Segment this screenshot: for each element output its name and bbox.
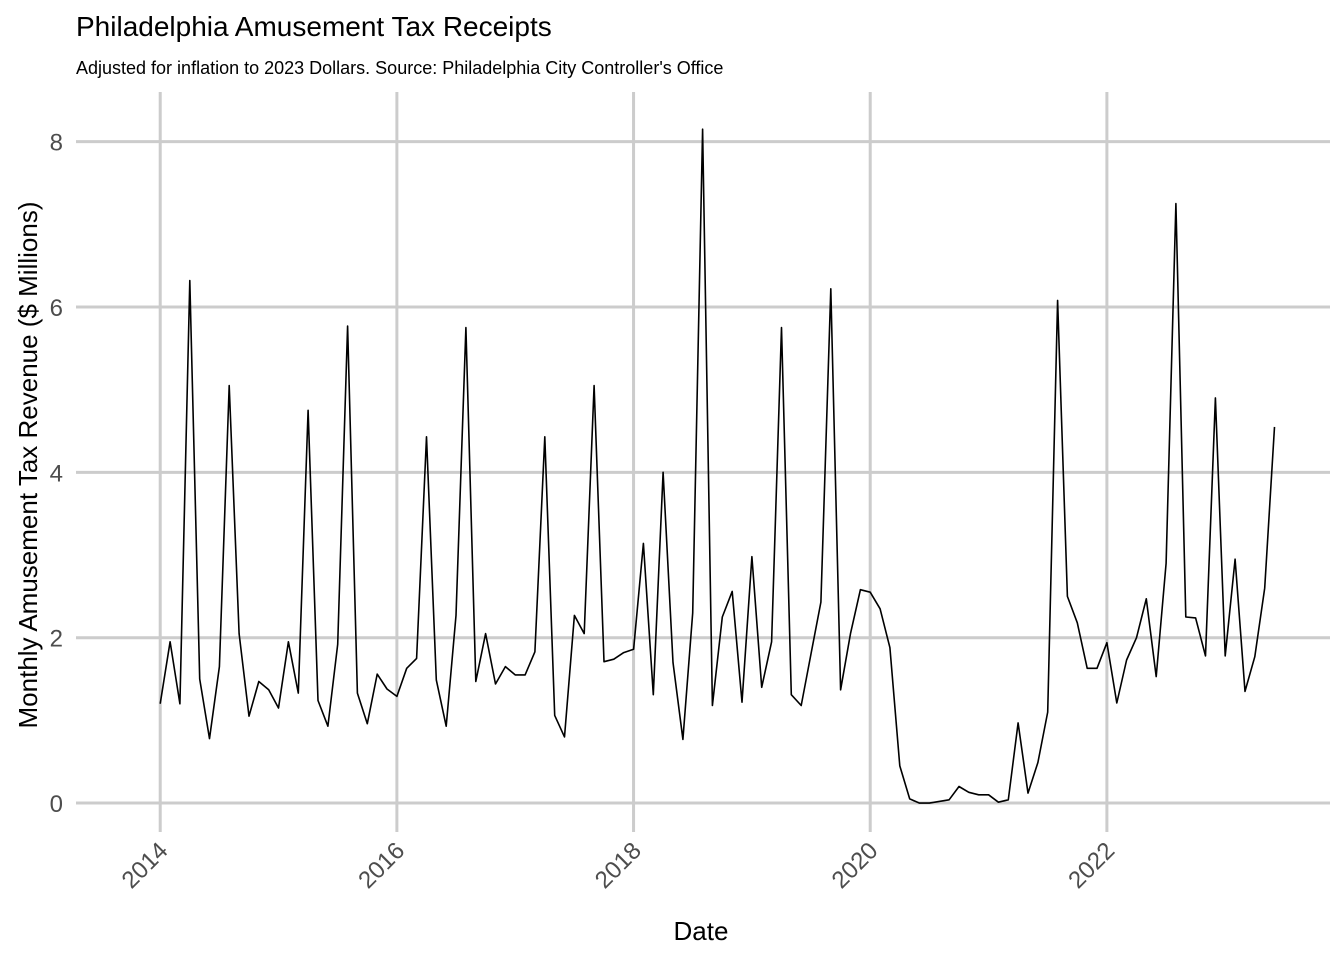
y-tick-label: 4 <box>50 460 63 487</box>
series-line <box>159 128 1276 804</box>
x-axis-title: Date <box>674 916 729 946</box>
y-tick-label: 2 <box>50 626 63 653</box>
x-tick-label: 2022 <box>1063 837 1120 894</box>
grid-lines <box>76 92 1330 832</box>
y-tick-label: 8 <box>50 130 63 157</box>
y-axis-title: Monthly Amusement Tax Revenue ($ Million… <box>13 202 43 729</box>
x-tick-label: 2018 <box>590 837 647 894</box>
y-tick-label: 0 <box>50 791 63 818</box>
x-tick-label: 2016 <box>353 837 410 894</box>
x-tick-label: 2014 <box>117 837 174 894</box>
x-tick-label: 2020 <box>827 837 884 894</box>
chart-subtitle: Adjusted for inflation to 2023 Dollars. … <box>76 58 724 78</box>
chart-title: Philadelphia Amusement Tax Receipts <box>76 11 552 42</box>
y-tick-label: 6 <box>50 295 63 322</box>
tick-labels: 0 2 4 6 8 2014 2016 2018 2020 2022 <box>50 130 1120 894</box>
